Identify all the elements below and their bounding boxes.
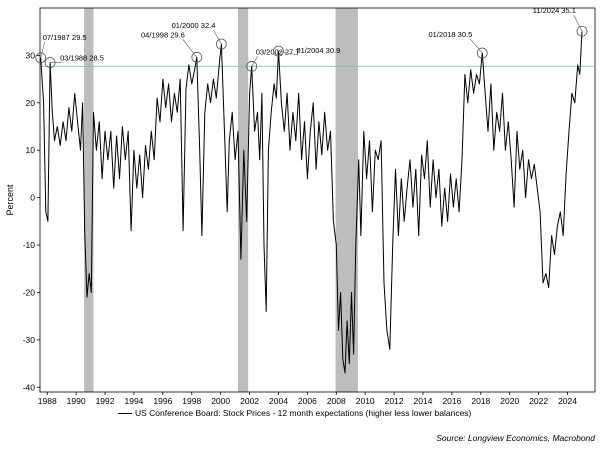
annotation-marker-5 — [273, 45, 284, 57]
annotation-marker-0 — [35, 52, 47, 64]
annotation-leader-6 — [470, 38, 483, 54]
y-tick-label-7: 30 — [26, 50, 36, 60]
recession-band-0 — [84, 8, 94, 392]
annotation-label-0: 07/1987 29.5 — [43, 33, 87, 42]
x-tick-label-17: 2022 — [529, 396, 548, 406]
annotation-label-4: 03/2002 27.7 — [256, 47, 300, 56]
annotation-leader-3 — [213, 29, 222, 45]
y-axis-label: Percent — [5, 184, 15, 216]
x-tick-label-16: 2020 — [500, 396, 519, 406]
x-tick-label-8: 2004 — [269, 396, 288, 406]
annotation-leader-4 — [251, 56, 258, 67]
y-tick-label-3: -10 — [23, 240, 36, 250]
annotation-leader-5 — [278, 50, 299, 56]
legend-label: US Conference Board: Stock Prices - 12 m… — [135, 408, 472, 418]
x-tick-label-9: 2006 — [298, 396, 317, 406]
y-tick-label-2: -20 — [23, 287, 36, 297]
x-tick-label-18: 2024 — [558, 396, 577, 406]
x-tick-label-11: 2010 — [356, 396, 375, 406]
y-tick-label-1: -30 — [23, 335, 36, 345]
annotation-label-5: 01/2004 30.9 — [296, 46, 340, 55]
x-tick-label-5: 1998 — [182, 396, 201, 406]
annotation-label-6: 01/2018 30.5 — [428, 30, 472, 39]
x-tick-label-1: 1990 — [67, 396, 86, 406]
x-tick-label-7: 2002 — [240, 396, 259, 406]
x-tick-label-15: 2018 — [471, 396, 490, 406]
annotation-leader-0 — [40, 41, 46, 58]
annotation-label-1: 03/1988 28.5 — [60, 54, 104, 63]
recession-band-1 — [238, 8, 249, 392]
y-tick-label-0: -40 — [23, 382, 36, 392]
legend-line-swatch — [118, 413, 132, 415]
annotation-label-7: 11/2024 35.1 — [533, 6, 576, 15]
annotation-marker-3 — [215, 38, 227, 50]
x-tick-label-0: 1988 — [38, 396, 57, 406]
x-tick-label-12: 2012 — [385, 396, 404, 406]
source-note: Source: Longview Economics, Macrobond — [436, 433, 595, 443]
x-tick-label-10: 2008 — [327, 396, 346, 406]
x-tick-label-14: 2016 — [442, 396, 461, 406]
y-tick-label-4: 0 — [30, 193, 35, 203]
annotation-marker-4 — [246, 60, 258, 72]
legend: US Conference Board: Stock Prices - 12 m… — [118, 408, 471, 418]
x-tick-label-3: 1994 — [124, 396, 143, 406]
annotation-label-3: 01/2000 32.4 — [172, 21, 216, 30]
annotation-leader-2 — [182, 39, 198, 58]
x-tick-label-13: 2014 — [414, 396, 433, 406]
annotation-leader-7 — [573, 15, 583, 32]
x-tick-label-4: 1996 — [153, 396, 172, 406]
x-tick-label-2: 1992 — [96, 396, 115, 406]
annotation-label-2: 04/1998 29.6 — [141, 30, 185, 39]
plot-frame — [39, 7, 596, 393]
series-line-0 — [40, 31, 583, 374]
y-tick-label-5: 10 — [26, 145, 36, 155]
y-tick-label-6: 20 — [26, 98, 36, 108]
annotation-marker-6 — [476, 47, 488, 59]
annotation-marker-7 — [576, 25, 588, 37]
x-tick-label-6: 2000 — [211, 396, 230, 406]
annotation-marker-2 — [191, 51, 203, 63]
